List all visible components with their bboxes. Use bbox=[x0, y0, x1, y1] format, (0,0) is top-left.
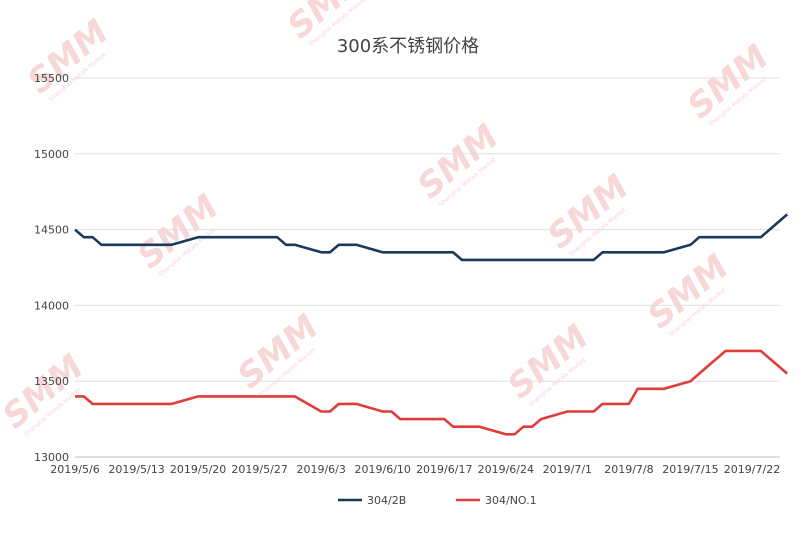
series-line-1 bbox=[75, 349, 789, 436]
x-tick-label: 2019/6/3 bbox=[296, 463, 345, 476]
x-tick-label: 2019/7/8 bbox=[604, 463, 653, 476]
y-tick-label: 13000 bbox=[34, 451, 69, 464]
x-tick-label: 2019/6/10 bbox=[355, 463, 411, 476]
x-tick-label: 2019/5/20 bbox=[170, 463, 226, 476]
chart-title: 300系不锈钢价格 bbox=[337, 36, 479, 57]
y-tick-label: 15000 bbox=[34, 148, 69, 161]
x-tick-label: 2019/6/24 bbox=[478, 463, 534, 476]
y-tick-label: 14000 bbox=[34, 299, 69, 312]
y-tick-label: 15500 bbox=[34, 72, 69, 85]
legend-label-1: 304/NO.1 bbox=[485, 494, 537, 507]
x-tick-label: 2019/5/6 bbox=[50, 463, 99, 476]
x-tick-label: 2019/5/27 bbox=[231, 463, 287, 476]
grid-layer bbox=[75, 77, 780, 458]
y-tick-label: 13500 bbox=[34, 375, 69, 388]
axis-layer: 13000 13500 14000 14500 15000 15500 2019/5/6 20… bbox=[34, 72, 780, 476]
series-layer bbox=[74, 213, 789, 436]
x-tick-label: 2019/7/1 bbox=[543, 463, 592, 476]
x-tick-label: 2019/7/22 bbox=[724, 463, 780, 476]
x-tick-label: 2019/5/13 bbox=[108, 463, 164, 476]
legend: 304/2B 304/NO.1 bbox=[338, 494, 537, 507]
legend-label-0: 304/2B bbox=[367, 494, 406, 507]
x-tick-label: 2019/7/15 bbox=[662, 463, 718, 476]
series-line-0 bbox=[74, 213, 789, 262]
x-tick-label: 2019/6/17 bbox=[416, 463, 472, 476]
y-tick-label: 14500 bbox=[34, 224, 69, 237]
